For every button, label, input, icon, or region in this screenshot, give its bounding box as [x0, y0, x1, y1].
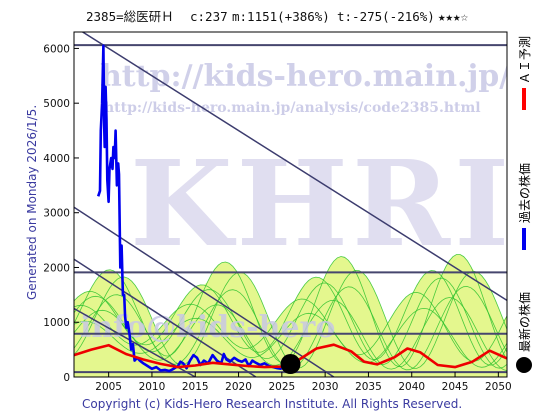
- x-tick-label: 2030: [312, 381, 339, 393]
- legend-ai-forecast-swatch: [522, 88, 526, 110]
- legend: ＡＩ予測 過去の株価 最新の株価: [516, 36, 532, 373]
- plot-frame: [73, 31, 508, 378]
- watermark-mail: info@kids-hero: [80, 310, 335, 345]
- y-tick-label: 3000: [43, 208, 70, 220]
- generated-date-label: Generated on Monday 2026/1/5.: [25, 105, 39, 300]
- trend-line: [74, 206, 335, 377]
- chart-header-mid: m:1151(+386%): [232, 9, 330, 24]
- watermark-logo: KHRI: [130, 134, 513, 273]
- latest-price-marker: [280, 354, 301, 375]
- x-tick-label: 2005: [95, 381, 122, 393]
- legend-latest-price-swatch: [516, 357, 532, 373]
- y-tick-label: 5000: [43, 98, 70, 110]
- y-tick-label: 0: [63, 372, 70, 384]
- x-tick-label: 2020: [225, 381, 252, 393]
- x-tick-label: 2045: [442, 381, 469, 393]
- legend-ai-forecast-label: ＡＩ予測: [518, 36, 532, 84]
- legend-latest-price-label: 最新の株価: [517, 292, 532, 352]
- y-tick-label: 6000: [43, 43, 70, 55]
- x-tick-label: 2040: [398, 381, 425, 393]
- latest-price-marker-group: [280, 354, 301, 375]
- x-axis-ticks: 2005 2010 2015 2020 2025 2030 2035 2040 2045 2050: [95, 372, 512, 393]
- chart-header-stars: ★★★☆: [438, 9, 469, 24]
- watermark-site: http://kids-hero.main.jp/: [100, 59, 510, 94]
- x-tick-label: 2025: [268, 381, 295, 393]
- chart-header-code: 2385=総医研Ｈ: [86, 9, 174, 24]
- chart-header-current: c:237: [190, 9, 228, 24]
- forecast-band-line: [74, 307, 507, 368]
- watermark: http://kids-hero.main.jp/ http://kids-he…: [80, 59, 513, 345]
- y-tick-label: 1000: [43, 317, 70, 329]
- x-tick-label: 2050: [485, 381, 512, 393]
- x-tick-label: 2010: [139, 381, 166, 393]
- legend-past-price-swatch: [522, 228, 526, 250]
- forecast-band-line: [74, 277, 507, 369]
- forecast-band-fill: [74, 254, 507, 377]
- forecast-band-line: [74, 270, 507, 366]
- past-price-line: [96, 44, 282, 373]
- watermark-page: http://kids-hero.main.jp/analysis/code23…: [104, 100, 481, 116]
- plot-area: http://kids-hero.main.jp/ http://kids-he…: [74, 32, 513, 377]
- y-tick-label: 4000: [43, 153, 70, 165]
- copyright-footer: Copyright (c) Kids-Hero Research Institu…: [82, 397, 462, 411]
- x-tick-label: 2015: [182, 381, 209, 393]
- chart-header-target: t:-275(-216%): [337, 9, 435, 24]
- trend-line: [81, 32, 507, 301]
- forecast-band-line: [74, 291, 507, 362]
- y-axis-ticks: 0 1000 2000 3000 4000 5000 6000: [43, 43, 79, 384]
- legend-past-price-label: 過去の株価: [517, 163, 532, 223]
- y-tick-label: 2000: [43, 262, 70, 274]
- x-tick-label: 2035: [355, 381, 382, 393]
